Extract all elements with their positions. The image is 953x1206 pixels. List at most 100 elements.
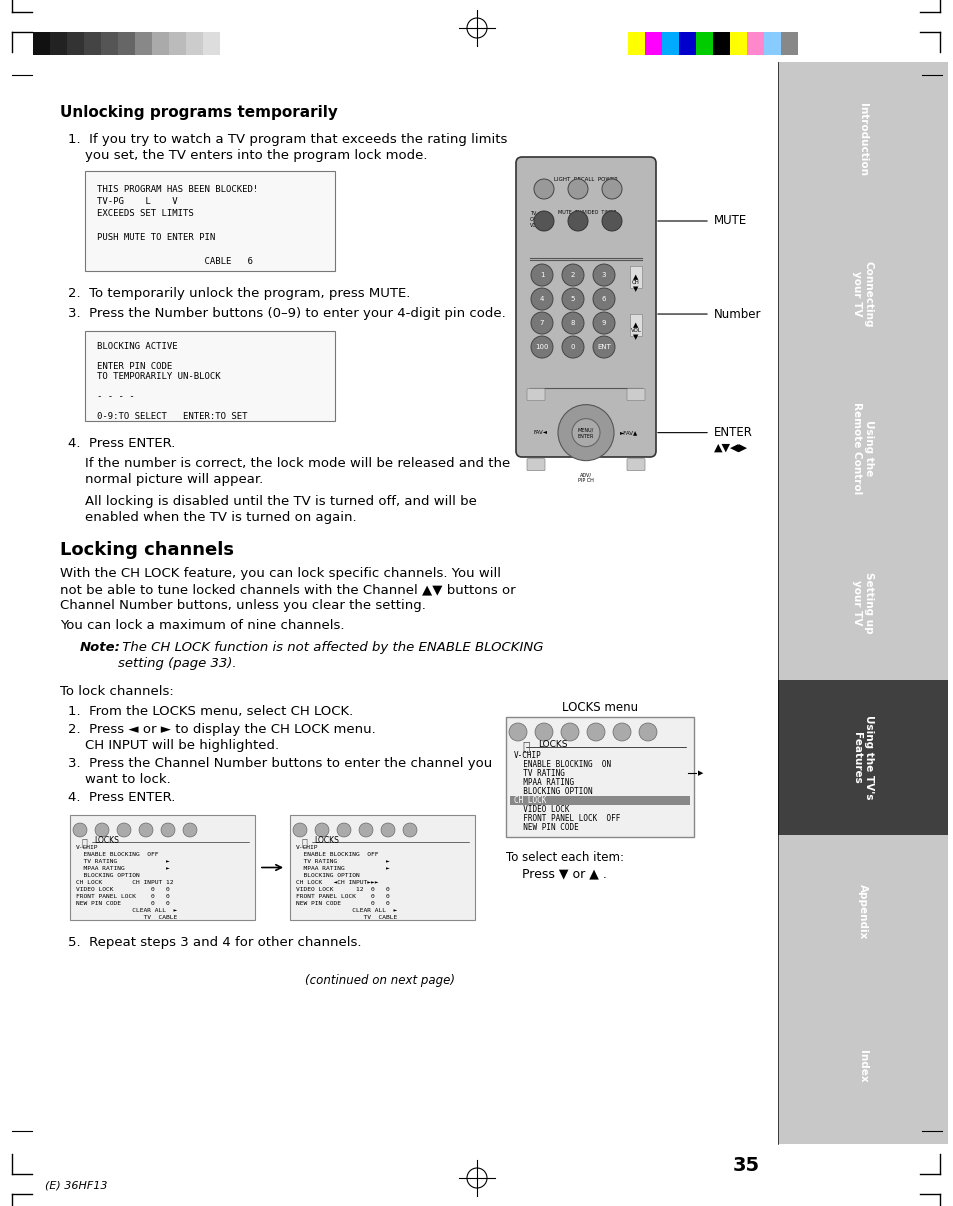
Bar xyxy=(627,33,644,55)
Bar xyxy=(203,33,220,55)
Text: TV RATING: TV RATING xyxy=(514,769,564,778)
FancyBboxPatch shape xyxy=(526,388,544,400)
Circle shape xyxy=(531,288,553,310)
Text: With the CH LOCK feature, you can lock specific channels. You will: With the CH LOCK feature, you can lock s… xyxy=(60,567,500,580)
Text: If the number is correct, the lock mode will be released and the: If the number is correct, the lock mode … xyxy=(85,457,510,470)
Text: FRONT PANEL LOCK    0   0: FRONT PANEL LOCK 0 0 xyxy=(295,894,390,898)
FancyBboxPatch shape xyxy=(516,157,656,457)
Text: All locking is disabled until the TV is turned off, and will be: All locking is disabled until the TV is … xyxy=(85,494,477,508)
Text: Appendix: Appendix xyxy=(857,884,867,939)
Bar xyxy=(118,33,135,55)
Bar xyxy=(778,217,947,371)
Text: - - - -: - - - - xyxy=(97,392,134,402)
Circle shape xyxy=(95,822,109,837)
Text: Introduction: Introduction xyxy=(857,103,867,176)
Text: 35: 35 xyxy=(732,1157,760,1175)
Circle shape xyxy=(293,822,307,837)
Text: Locking channels: Locking channels xyxy=(60,541,233,560)
Circle shape xyxy=(561,288,583,310)
Bar xyxy=(84,33,101,55)
Bar xyxy=(67,33,84,55)
Bar xyxy=(778,680,947,835)
Circle shape xyxy=(593,336,615,358)
Bar xyxy=(505,718,693,837)
Text: 9: 9 xyxy=(601,320,605,326)
Text: Ⓛ: Ⓛ xyxy=(301,837,307,847)
Text: BLOCKING ACTIVE: BLOCKING ACTIVE xyxy=(97,343,177,351)
Text: 3: 3 xyxy=(601,273,605,279)
Bar xyxy=(85,171,335,271)
Circle shape xyxy=(139,822,152,837)
Text: MPAA RATING           ►: MPAA RATING ► xyxy=(295,866,390,871)
Text: To select each item:: To select each item: xyxy=(505,851,623,863)
Text: 3.  Press the Number buttons (0–9) to enter your 4-digit pin code.: 3. Press the Number buttons (0–9) to ent… xyxy=(68,308,505,320)
Text: enabled when the TV is turned on again.: enabled when the TV is turned on again. xyxy=(85,511,356,523)
Text: THIS PROGRAM HAS BEEN BLOCKED!: THIS PROGRAM HAS BEEN BLOCKED! xyxy=(97,185,258,194)
Circle shape xyxy=(572,418,599,446)
Text: The CH LOCK function is not affected by the ENABLE BLOCKING: The CH LOCK function is not affected by … xyxy=(118,642,543,654)
Circle shape xyxy=(531,264,553,286)
Text: Index: Index xyxy=(857,1050,867,1083)
Text: MUTE: MUTE xyxy=(713,215,746,228)
Circle shape xyxy=(558,405,614,461)
Text: Connecting
your TV: Connecting your TV xyxy=(851,260,873,327)
Bar xyxy=(778,371,947,526)
Text: VOL: VOL xyxy=(630,328,640,333)
Text: TV  CABLE: TV CABLE xyxy=(295,915,396,920)
Bar xyxy=(152,33,169,55)
Text: NEW PIN CODE        0   0: NEW PIN CODE 0 0 xyxy=(295,901,390,906)
Text: CH LOCK   ◄CH INPUT►►►: CH LOCK ◄CH INPUT►►► xyxy=(295,880,378,885)
Bar xyxy=(729,33,746,55)
Text: CH LOCK: CH LOCK xyxy=(514,796,546,804)
Text: Ⓛ: Ⓛ xyxy=(521,740,529,754)
Text: MUTE  TV/VIDEO  TIMER: MUTE TV/VIDEO TIMER xyxy=(558,210,616,215)
Text: ENABLE BLOCKING  ON: ENABLE BLOCKING ON xyxy=(514,760,611,769)
Text: 1: 1 xyxy=(539,273,543,279)
Circle shape xyxy=(531,312,553,334)
Bar xyxy=(661,33,679,55)
Bar xyxy=(135,33,152,55)
Bar xyxy=(778,989,947,1144)
Text: CH: CH xyxy=(632,280,639,285)
Text: ENTER: ENTER xyxy=(578,434,594,439)
Text: you set, the TV enters into the program lock mode.: you set, the TV enters into the program … xyxy=(85,150,427,162)
Text: 4.  Press ENTER.: 4. Press ENTER. xyxy=(68,791,175,804)
Text: V-CHIP: V-CHIP xyxy=(76,845,98,850)
Text: CH INPUT will be highlighted.: CH INPUT will be highlighted. xyxy=(85,739,279,753)
Text: (continued on next page): (continued on next page) xyxy=(305,974,455,987)
Circle shape xyxy=(358,822,373,837)
Bar xyxy=(629,267,641,288)
Text: ▶: ▶ xyxy=(698,769,702,775)
Circle shape xyxy=(560,724,578,740)
Text: NEW PIN CODE: NEW PIN CODE xyxy=(514,822,578,832)
Bar xyxy=(778,835,947,989)
Text: 0-9:TO SELECT   ENTER:TO SET: 0-9:TO SELECT ENTER:TO SET xyxy=(97,412,247,421)
Text: 5: 5 xyxy=(570,295,575,302)
Text: ►FAV▲: ►FAV▲ xyxy=(619,431,638,435)
Circle shape xyxy=(586,724,604,740)
Text: 4: 4 xyxy=(539,295,543,302)
FancyBboxPatch shape xyxy=(626,458,644,470)
Bar xyxy=(781,33,797,55)
Circle shape xyxy=(73,822,87,837)
Circle shape xyxy=(567,211,587,232)
Text: want to lock.: want to lock. xyxy=(85,773,171,786)
Text: VIDEO LOCK      12  0   0: VIDEO LOCK 12 0 0 xyxy=(295,886,390,892)
Text: FRONT PANEL LOCK    0   0: FRONT PANEL LOCK 0 0 xyxy=(76,894,170,898)
Text: You can lock a maximum of nine channels.: You can lock a maximum of nine channels. xyxy=(60,619,344,632)
Text: 5.  Repeat steps 3 and 4 for other channels.: 5. Repeat steps 3 and 4 for other channe… xyxy=(68,936,361,949)
Text: 8: 8 xyxy=(570,320,575,326)
Text: TO TEMPORARILY UN-BLOCK: TO TEMPORARILY UN-BLOCK xyxy=(97,371,220,381)
Circle shape xyxy=(593,264,615,286)
Circle shape xyxy=(534,211,554,232)
Text: 3.  Press the Channel Number buttons to enter the channel you: 3. Press the Channel Number buttons to e… xyxy=(68,757,492,769)
Text: ENABLE BLOCKING  OFF: ENABLE BLOCKING OFF xyxy=(295,851,378,857)
Circle shape xyxy=(561,336,583,358)
Bar xyxy=(696,33,712,55)
Text: CABLE   6: CABLE 6 xyxy=(97,257,253,267)
Text: ENTER PIN CODE: ENTER PIN CODE xyxy=(97,362,172,371)
Circle shape xyxy=(534,178,554,199)
FancyBboxPatch shape xyxy=(526,458,544,470)
Text: Using the
Remote Control: Using the Remote Control xyxy=(851,403,873,494)
Circle shape xyxy=(314,822,329,837)
